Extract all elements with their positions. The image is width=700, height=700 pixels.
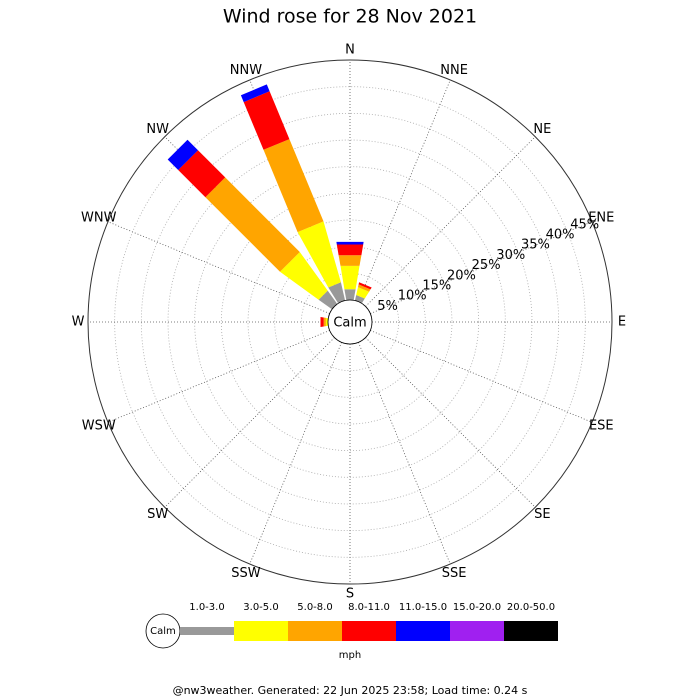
- calm-label: Calm: [333, 316, 366, 331]
- spoke: [365, 337, 536, 508]
- bar-segment: [297, 221, 341, 288]
- bar-segment: [340, 265, 360, 290]
- bar-segment: [318, 290, 338, 310]
- bar-segment: [358, 284, 371, 292]
- unit-label: mph: [339, 650, 361, 661]
- direction-label: NNE: [440, 63, 468, 78]
- direction-label: E: [618, 315, 626, 330]
- legend-swatch: [342, 621, 396, 641]
- bar-segment: [178, 150, 226, 198]
- bar-segment: [336, 241, 364, 245]
- direction-label: SSE: [442, 566, 467, 581]
- direction-label: SE: [534, 507, 550, 522]
- direction-label: NW: [146, 122, 169, 137]
- grid-ring: [220, 192, 480, 452]
- legend-swatch: [288, 621, 342, 641]
- legend-swatch: [180, 627, 234, 635]
- bar-segment: [356, 287, 370, 299]
- bar-segment: [336, 244, 364, 256]
- direction-label: ENE: [588, 210, 614, 225]
- bar-segment: [328, 282, 345, 304]
- legend-swatch: [504, 621, 558, 641]
- legend-label: 20.0-50.0: [507, 602, 555, 613]
- spoke: [358, 79, 451, 302]
- spoke: [164, 337, 335, 508]
- ring-label: 25%: [472, 258, 501, 273]
- bar-segment: [344, 289, 356, 300]
- legend-swatch: [396, 621, 450, 641]
- grid-ring: [87, 59, 613, 585]
- direction-label: W: [72, 315, 85, 330]
- direction-label: WNW: [81, 210, 117, 225]
- bar-segment: [263, 139, 324, 233]
- direction-label: WSW: [82, 419, 116, 434]
- legend-label: 15.0-20.0: [453, 602, 501, 613]
- direction-label: NE: [533, 122, 551, 137]
- footer: @nw3weather. Generated: 22 Jun 2025 23:5…: [173, 684, 528, 697]
- chart-title: Wind rose for 28 Nov 2021: [223, 6, 477, 28]
- ring-label: 35%: [521, 238, 550, 253]
- direction-label: NNW: [230, 63, 262, 78]
- spoke: [370, 330, 593, 423]
- grid-ring: [247, 219, 453, 425]
- legend-label: 11.0-15.0: [399, 602, 447, 613]
- bar-segment: [280, 252, 328, 300]
- legend-label: 3.0-5.0: [243, 602, 278, 613]
- legend-label: 5.0-8.0: [297, 602, 332, 613]
- bar-segment: [325, 317, 328, 327]
- legend-calm-label: Calm: [150, 626, 176, 637]
- bar-segment: [323, 317, 326, 327]
- ring-label: 30%: [496, 248, 525, 263]
- spoke: [107, 221, 330, 314]
- spoke: [107, 330, 330, 423]
- direction-label: SSW: [231, 566, 261, 581]
- bar-segment: [240, 84, 270, 103]
- legend-label: 8.0-11.0: [348, 602, 390, 613]
- spoke: [365, 136, 536, 307]
- grid-ring: [194, 166, 506, 478]
- bar-segment: [338, 255, 362, 266]
- calm-circle: [327, 299, 373, 345]
- legend-label: 1.0-3.0: [189, 602, 224, 613]
- spoke: [370, 221, 593, 314]
- bar-segment: [167, 139, 198, 170]
- legend-swatch: [234, 621, 288, 641]
- direction-label: N: [345, 43, 355, 58]
- bar-segment: [205, 177, 300, 272]
- spoke: [358, 342, 451, 565]
- ring-label: 40%: [546, 228, 575, 243]
- bar-segment: [320, 317, 324, 327]
- direction-label: ESE: [589, 419, 614, 434]
- bar-segment: [243, 91, 290, 150]
- legend-swatch: [450, 621, 504, 641]
- direction-label: SW: [147, 507, 168, 522]
- spoke: [249, 342, 342, 565]
- bar-segment: [358, 282, 372, 290]
- direction-label: S: [346, 587, 354, 602]
- ring-label: 20%: [447, 268, 476, 283]
